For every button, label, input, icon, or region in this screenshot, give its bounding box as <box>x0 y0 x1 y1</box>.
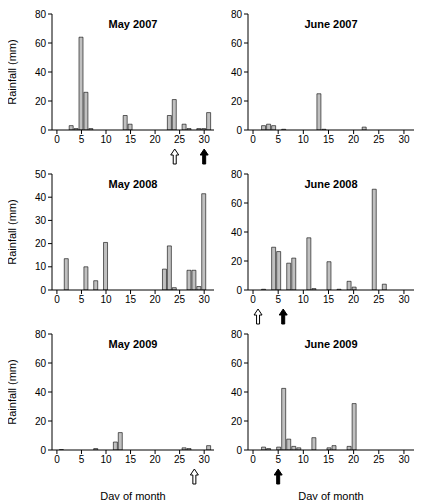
svg-text:80: 80 <box>231 169 243 180</box>
svg-text:15: 15 <box>323 454 335 465</box>
svg-text:0: 0 <box>250 454 256 465</box>
svg-text:40: 40 <box>231 227 243 238</box>
svg-text:20: 20 <box>231 256 243 267</box>
svg-text:20: 20 <box>35 238 47 249</box>
svg-text:25: 25 <box>373 294 385 305</box>
svg-text:15: 15 <box>125 294 137 305</box>
svg-text:30: 30 <box>199 294 211 305</box>
svg-text:30: 30 <box>35 215 47 226</box>
html-text:June 2008: June 2008 <box>304 178 358 190</box>
svg-text:30: 30 <box>398 134 410 145</box>
svg-text:25: 25 <box>174 134 186 145</box>
html-text:June 2009: June 2009 <box>304 338 358 350</box>
svg-text:25: 25 <box>373 134 385 145</box>
svg-text:5: 5 <box>79 454 85 465</box>
svg-text:20: 20 <box>150 454 162 465</box>
svg-text:20: 20 <box>35 416 47 427</box>
svg-text:0: 0 <box>40 125 46 136</box>
svg-text:15: 15 <box>125 134 137 145</box>
svg-text:40: 40 <box>35 67 47 78</box>
svg-text:5: 5 <box>275 454 281 465</box>
svg-text:0: 0 <box>54 294 60 305</box>
svg-text:60: 60 <box>231 38 243 49</box>
svg-text:5: 5 <box>275 134 281 145</box>
svg-text:40: 40 <box>231 387 243 398</box>
svg-text:0: 0 <box>236 125 242 136</box>
svg-text:15: 15 <box>125 454 137 465</box>
svg-text:0: 0 <box>236 445 242 456</box>
svg-text:50: 50 <box>35 169 47 180</box>
svg-text:0: 0 <box>54 134 60 145</box>
svg-text:20: 20 <box>348 454 360 465</box>
svg-text:0: 0 <box>54 454 60 465</box>
svg-text:Day of month: Day of month <box>100 490 165 500</box>
svg-text:5: 5 <box>79 294 85 305</box>
svg-text:10: 10 <box>100 294 112 305</box>
svg-text:80: 80 <box>35 9 47 20</box>
svg-text:20: 20 <box>348 294 360 305</box>
svg-text:10: 10 <box>298 134 310 145</box>
svg-text:0: 0 <box>40 285 46 296</box>
svg-text:20: 20 <box>231 96 243 107</box>
svg-text:Rainfall (mm): Rainfall (mm) <box>8 199 18 264</box>
svg-text:60: 60 <box>35 358 47 369</box>
svg-text:80: 80 <box>231 9 243 20</box>
svg-text:40: 40 <box>35 387 47 398</box>
svg-text:15: 15 <box>323 134 335 145</box>
svg-text:25: 25 <box>373 454 385 465</box>
svg-text:0: 0 <box>236 285 242 296</box>
svg-text:20: 20 <box>35 96 47 107</box>
svg-text:10: 10 <box>100 454 112 465</box>
svg-text:40: 40 <box>35 192 47 203</box>
html-text:June 2007: June 2007 <box>304 18 358 30</box>
svg-text:60: 60 <box>231 358 243 369</box>
svg-text:Rainfall (mm): Rainfall (mm) <box>8 359 18 424</box>
html-text:May 2007: May 2007 <box>108 18 158 30</box>
svg-text:25: 25 <box>174 294 186 305</box>
svg-text:10: 10 <box>100 134 112 145</box>
svg-text:20: 20 <box>150 294 162 305</box>
svg-text:5: 5 <box>79 134 85 145</box>
svg-text:30: 30 <box>398 454 410 465</box>
html-text:May 2009: May 2009 <box>108 338 158 350</box>
svg-text:60: 60 <box>231 198 243 209</box>
svg-text:30: 30 <box>199 134 211 145</box>
svg-text:5: 5 <box>275 294 281 305</box>
svg-text:20: 20 <box>231 416 243 427</box>
svg-text:Rainfall (mm): Rainfall (mm) <box>8 39 18 104</box>
svg-text:10: 10 <box>35 261 47 272</box>
svg-text:0: 0 <box>40 445 46 456</box>
svg-text:80: 80 <box>231 329 243 340</box>
svg-text:20: 20 <box>348 134 360 145</box>
svg-text:20: 20 <box>150 134 162 145</box>
svg-text:30: 30 <box>199 454 211 465</box>
svg-text:25: 25 <box>174 454 186 465</box>
svg-text:60: 60 <box>35 38 47 49</box>
svg-text:30: 30 <box>398 294 410 305</box>
svg-text:80: 80 <box>35 329 47 340</box>
svg-text:10: 10 <box>298 294 310 305</box>
svg-text:Day of month: Day of month <box>298 490 363 500</box>
svg-text:40: 40 <box>231 67 243 78</box>
html-text:May 2008: May 2008 <box>108 178 158 190</box>
svg-text:0: 0 <box>250 134 256 145</box>
svg-text:0: 0 <box>250 294 256 305</box>
svg-text:15: 15 <box>323 294 335 305</box>
svg-text:10: 10 <box>298 454 310 465</box>
